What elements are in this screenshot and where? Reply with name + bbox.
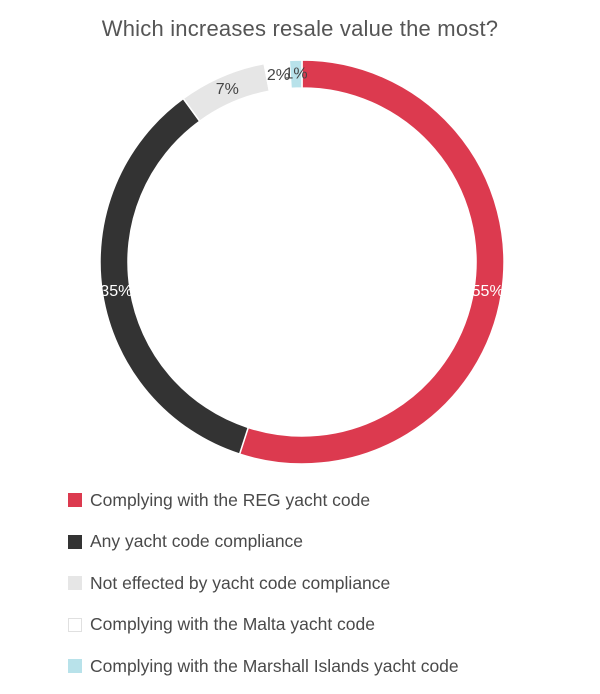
donut-slice-5 <box>288 59 303 90</box>
legend-swatch <box>68 534 82 549</box>
donut-slice-2 <box>99 97 250 456</box>
legend-item: Complying with the Marshall Islands yach… <box>68 652 588 680</box>
donut-slice-1 <box>238 59 505 465</box>
legend-label: Complying with the Marshall Islands yach… <box>90 655 459 676</box>
slice-value-label-3: 7% <box>216 81 239 98</box>
legend-item: Complying with the REG yacht code <box>68 486 588 514</box>
slice-value-label-5: 1% <box>285 66 308 83</box>
legend-label: Complying with the Malta yacht code <box>90 614 375 634</box>
slice-value-label-4: 2% <box>267 67 290 84</box>
legend-item: Not effected by yacht code compliance <box>68 569 588 597</box>
legend-swatch <box>68 576 82 590</box>
slice-value-label-2: 35% <box>100 283 132 300</box>
chart-title: Which increases resale value the most? <box>101 16 499 41</box>
legend-swatch <box>68 659 82 673</box>
chart-legend: Complying with the REG yacht code Any yac… <box>68 486 588 694</box>
legend-label: Any yacht code compliance <box>90 531 304 551</box>
legend-label: Not effected by yacht code compliance <box>90 572 391 593</box>
slice-value-label-1: 55% <box>472 283 504 300</box>
donut-chart: 55% 35% 7% 2%1% <box>99 59 505 465</box>
legend-swatch <box>68 617 82 632</box>
legend-item: Any yacht code compliance <box>68 528 588 556</box>
legend-label: Complying with the REG yacht code <box>90 489 371 510</box>
legend-item: Complying with the Malta yacht code <box>68 611 588 639</box>
legend-swatch <box>68 493 82 507</box>
